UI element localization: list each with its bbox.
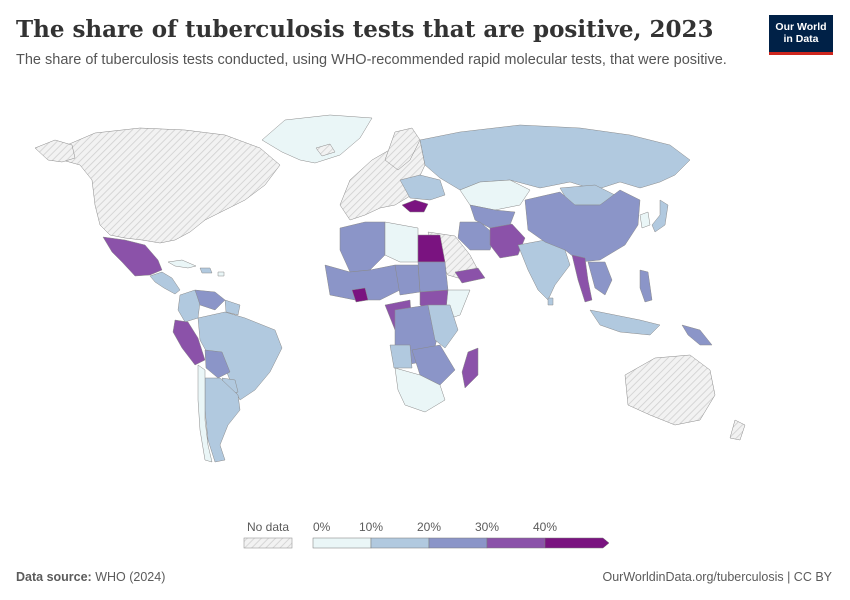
new-zealand[interactable] [729,419,746,441]
zambia-mozambique[interactable] [411,344,456,386]
hispaniola[interactable] [199,267,213,274]
source-value: WHO (2024) [95,570,166,584]
legend-bin [312,537,372,549]
legend-no-data-label: No data [247,520,289,534]
sudan[interactable] [417,261,449,293]
guyanas[interactable] [224,299,241,316]
chile[interactable] [197,364,213,463]
angola[interactable] [389,344,413,369]
eastern-europe[interactable] [399,174,446,201]
japan[interactable] [651,199,669,233]
legend-tick-label: 40% [533,520,557,534]
legend-tick-label: 20% [417,520,441,534]
korea[interactable] [639,211,651,229]
papua-new-guinea[interactable] [681,324,713,346]
yemen[interactable] [454,267,486,284]
madagascar[interactable] [461,347,479,389]
peru[interactable] [172,319,206,366]
russia[interactable] [419,124,691,191]
chart-subtitle: The share of tuberculosis tests conducte… [16,52,727,68]
footer-url[interactable]: OurWorldinData.org/tuberculosis | CC BY [602,570,833,584]
legend-tick-label: 0% [313,520,331,534]
legend-tick-label: 30% [475,520,499,534]
north-america-no-data[interactable] [59,127,281,244]
legend-tick-label: 10% [359,520,383,534]
argentina[interactable] [204,377,241,463]
central-america[interactable] [149,271,181,295]
legend-bin [486,537,546,549]
indonesia[interactable] [589,309,661,336]
nigeria[interactable] [351,287,369,303]
alaska[interactable] [34,139,76,163]
mexico[interactable] [102,236,163,277]
cuba[interactable] [167,259,197,269]
libya[interactable] [384,221,419,263]
greenland[interactable] [261,114,373,164]
iceland[interactable] [315,143,336,157]
sri-lanka[interactable] [547,297,554,306]
legend-no-data-swatch [243,537,293,549]
iran[interactable] [457,221,496,251]
logo-line-1: Our World [775,21,827,33]
owid-logo[interactable]: Our World in Data [769,15,833,55]
legend: No data 0% 10% 20% 30% 40% [243,520,610,549]
china[interactable] [524,189,641,263]
footer-source: Data source: WHO (2024) [16,570,165,584]
indochina[interactable] [587,261,613,296]
southern-africa[interactable] [394,367,446,413]
afghanistan-pakistan[interactable] [489,223,526,259]
turkey[interactable] [401,199,429,213]
east-africa[interactable] [427,304,459,349]
north-africa[interactable] [339,221,386,273]
legend-bin [544,537,610,549]
legend-bin [428,537,488,549]
chart-title: The share of tuberculosis tests that are… [16,16,714,43]
bolivia[interactable] [204,349,231,379]
australia[interactable] [624,354,716,426]
venezuela[interactable] [194,289,226,311]
egypt[interactable] [417,234,446,263]
logo-line-2: in Data [783,33,819,45]
legend-bin [370,537,430,549]
source-label: Data source: [16,570,92,584]
myanmar[interactable] [571,254,593,303]
caribbean-islands[interactable] [217,271,225,277]
philippines[interactable] [639,269,653,303]
world-map[interactable] [0,95,850,515]
